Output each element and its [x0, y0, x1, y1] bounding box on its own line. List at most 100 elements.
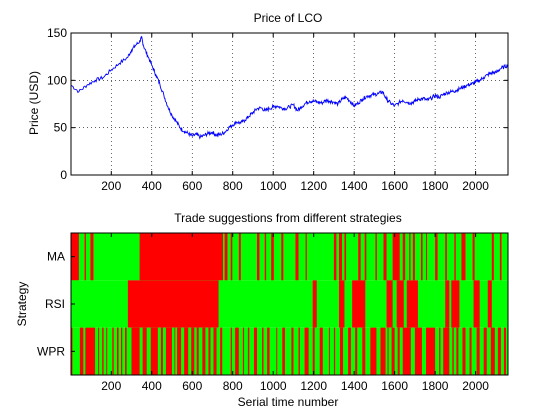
x-tick-label: 1000 [260, 179, 287, 193]
sell-segment [304, 327, 309, 375]
sell-segment [98, 327, 100, 375]
heatmap-row-labels: MA RSI WPR [37, 250, 75, 358]
price-chart-axes-box [70, 32, 509, 176]
heatmap-ylabel: Strategy [15, 282, 29, 327]
sell-segment [340, 327, 344, 375]
sell-segment [439, 327, 441, 375]
sell-segment [396, 280, 404, 328]
x-tick-label: 1200 [300, 379, 327, 393]
sell-segment [454, 233, 456, 281]
sell-segment [355, 327, 358, 375]
sell-segment [497, 327, 501, 375]
sell-segment [116, 327, 119, 375]
sell-segment [333, 327, 336, 375]
sell-segment [412, 233, 415, 281]
sell-segment [139, 233, 224, 281]
x-tick-label: 400 [142, 179, 162, 193]
x-tick-label: 800 [223, 379, 243, 393]
sell-segment [426, 233, 428, 281]
sell-segment [220, 327, 223, 375]
sell-segment [348, 327, 351, 375]
sell-segment [281, 233, 284, 281]
sell-segment [445, 280, 450, 328]
row-label: RSI [45, 297, 65, 311]
sell-segment [487, 280, 492, 328]
row-label: MA [47, 250, 65, 264]
sell-segment [375, 233, 377, 281]
sell-segment [127, 280, 219, 328]
sell-segment [79, 327, 84, 375]
sell-segment [364, 233, 367, 281]
sell-segment [451, 280, 460, 328]
sell-segment [319, 327, 323, 375]
sell-segment [262, 327, 264, 375]
heatmap-title: Trade suggestions from different strateg… [174, 211, 401, 225]
sell-segment [476, 327, 480, 375]
sell-segment [196, 327, 199, 375]
sell-segment [184, 327, 189, 375]
sell-segment [397, 327, 400, 375]
x-tick-label: 1800 [422, 179, 449, 193]
sell-segment [380, 327, 386, 375]
x-tick-label: 600 [182, 379, 202, 393]
sell-segment [344, 233, 347, 281]
heatmap-xlabel: Serial time number [238, 395, 339, 409]
sell-segment [291, 327, 294, 375]
sell-segment [406, 280, 418, 328]
sell-segment [456, 327, 459, 375]
heatmap-x-ticks: 200 400 600 800 1000 1200 1400 1600 1800 2000 [101, 233, 489, 393]
sell-segment [461, 233, 466, 281]
sell-segment [426, 327, 436, 375]
sell-segment [271, 233, 274, 281]
sell-segment [338, 233, 343, 281]
sell-segment [338, 280, 345, 328]
sell-segment [370, 327, 377, 375]
sell-segment [125, 327, 127, 375]
sell-segment [208, 327, 211, 375]
sell-segment [257, 233, 260, 281]
sell-segment [491, 233, 494, 281]
sell-segment [247, 327, 250, 375]
sell-segment [391, 327, 395, 375]
sell-segment [160, 327, 163, 375]
sell-segment [230, 327, 232, 375]
y-tick-label: 100 [47, 73, 67, 87]
x-tick-label: 1800 [422, 379, 449, 393]
sell-segment [131, 327, 140, 375]
sell-segment [358, 233, 361, 281]
x-tick-label: 200 [101, 379, 121, 393]
sell-segment [328, 327, 330, 375]
sell-segment [230, 233, 233, 281]
sell-segment [305, 233, 307, 281]
sell-segment [213, 327, 217, 375]
sell-segment [90, 233, 94, 281]
x-tick-label: 400 [142, 379, 162, 393]
x-tick-label: 600 [182, 179, 202, 193]
sell-segment [473, 280, 480, 328]
sell-segment [445, 233, 447, 281]
sell-segment [235, 327, 239, 375]
sell-segment [264, 233, 267, 281]
sell-segment [387, 327, 389, 375]
sell-segment [282, 327, 285, 375]
price-line [70, 35, 509, 140]
y-tick-label: 150 [47, 26, 67, 40]
x-tick-label: 2000 [462, 179, 489, 193]
sell-segment [435, 233, 438, 281]
sell-segment [499, 233, 502, 281]
heatmap-row-ma [71, 233, 508, 281]
x-tick-label: 2000 [462, 379, 489, 393]
sell-segment [165, 327, 173, 375]
sell-segment [469, 327, 472, 375]
sell-segment [402, 233, 406, 281]
x-tick-label: 200 [101, 179, 121, 193]
price-chart-x-ticks: 200 400 600 800 1000 1200 1400 1600 1800 2000 [101, 33, 489, 193]
sell-segment [483, 327, 487, 375]
price-chart: Price of LCO Price (USD) 200 400 600 800 100… [27, 11, 509, 193]
sell-segment [312, 280, 317, 328]
heatmap-cells [71, 233, 508, 375]
sell-segment [414, 327, 422, 375]
price-chart-title: Price of LCO [254, 11, 323, 25]
y-tick-label: 0 [60, 168, 67, 182]
